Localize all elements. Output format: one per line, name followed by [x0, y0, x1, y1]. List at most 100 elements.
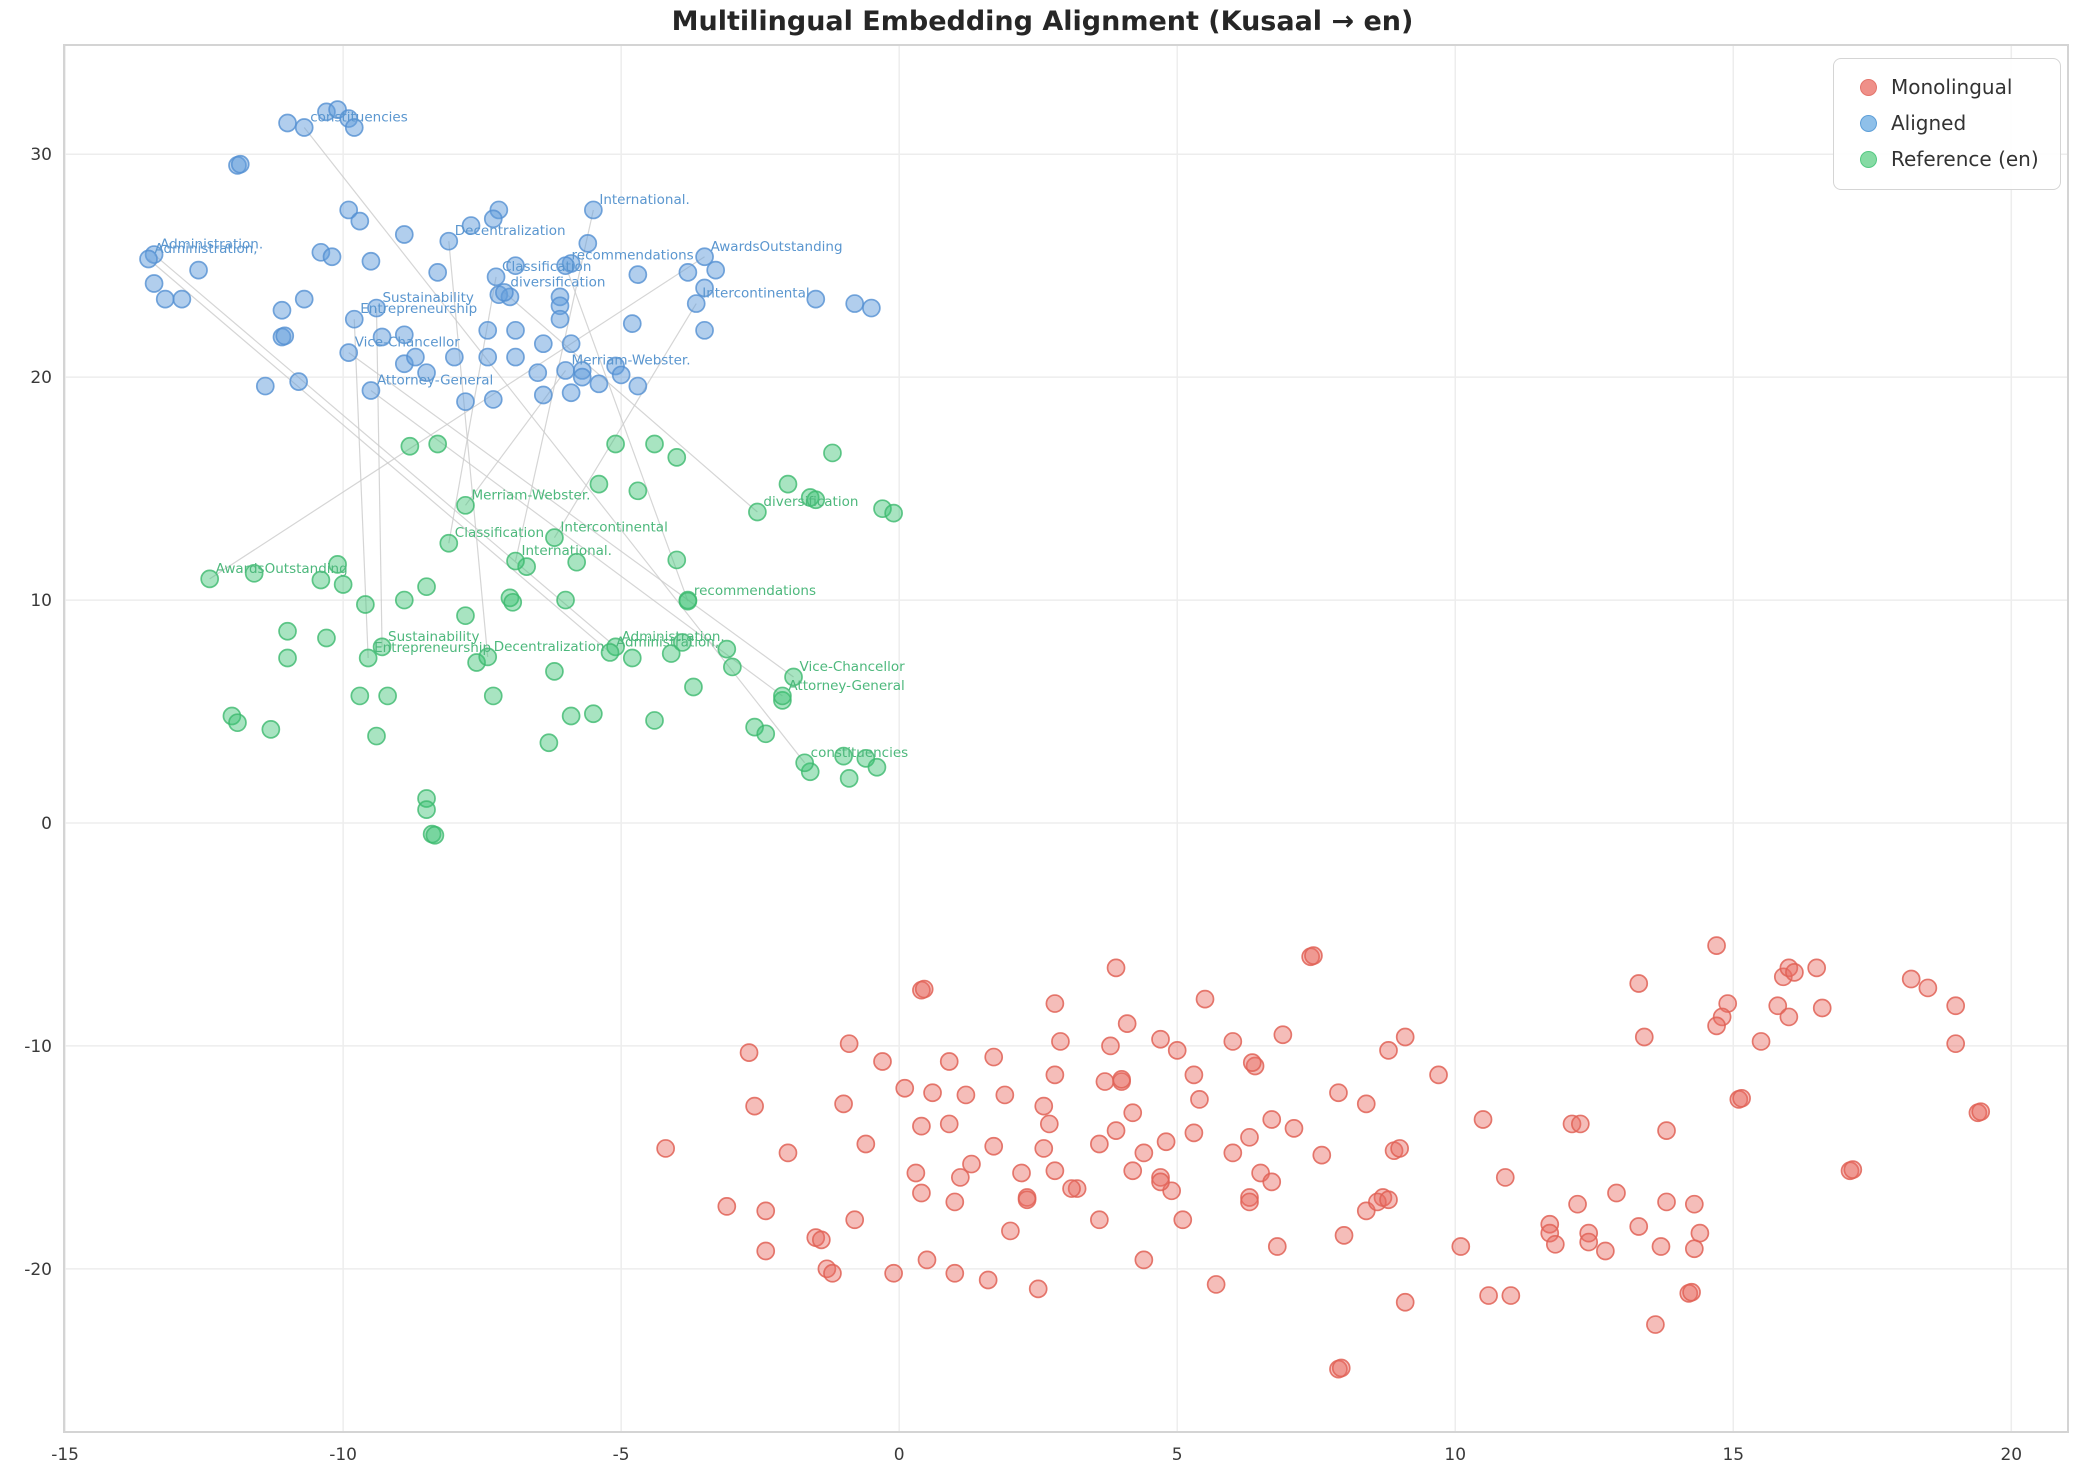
point-word-label: diversification — [510, 274, 605, 290]
monolingual-point — [1479, 1286, 1498, 1305]
monolingual-point — [917, 1250, 937, 1270]
reference-point — [800, 762, 820, 782]
monolingual-point — [1451, 1237, 1471, 1256]
aligned-point — [589, 374, 609, 394]
point-word-label: recommendations — [572, 248, 694, 264]
monolingual-point — [1812, 998, 1832, 1018]
monolingual-point — [1223, 1032, 1243, 1051]
reference-point — [503, 592, 523, 612]
aligned-point — [695, 278, 714, 298]
reference-point — [417, 577, 436, 597]
monolingual-point — [1843, 1160, 1863, 1179]
aligned-point — [483, 209, 503, 229]
reference-point — [456, 606, 475, 626]
point-word-label: Administration. — [622, 629, 725, 645]
reference-point — [367, 726, 386, 746]
point-word-label: Decentralization — [455, 223, 566, 239]
monolingual-point — [745, 1096, 764, 1116]
monolingual-point — [1334, 1226, 1354, 1245]
point-word-label: Intercontinental — [702, 286, 809, 302]
monolingual-point — [1379, 1041, 1398, 1060]
reference-point — [456, 495, 475, 515]
monolingual-point — [1123, 1161, 1143, 1181]
reference-point — [244, 563, 264, 583]
point-word-label: Administration, — [616, 634, 719, 650]
monolingual-point — [1262, 1172, 1282, 1192]
reference-point — [684, 677, 703, 697]
point-word-label: Classification — [502, 259, 591, 275]
alignment-line — [153, 254, 616, 648]
aligned-point — [278, 113, 297, 133]
aligned-point — [367, 298, 386, 318]
reference-point — [867, 757, 887, 777]
aligned-point — [394, 225, 414, 244]
reference-point — [773, 691, 792, 710]
alignment-line — [448, 241, 489, 657]
monolingual-point — [1039, 1114, 1059, 1134]
monolingual-point — [1918, 978, 1938, 998]
legend-item-aligned: Aligned — [1848, 105, 2046, 141]
reference-point — [622, 648, 642, 668]
monolingual-point — [1707, 1016, 1726, 1036]
aligned-point — [622, 314, 642, 333]
aligned-point — [478, 320, 498, 340]
reference-point — [311, 570, 331, 590]
point-word-label: Sustainability — [388, 629, 479, 645]
x-tick-label: 20 — [2000, 1445, 2022, 1465]
reference-point — [784, 667, 803, 687]
aligned-point — [695, 320, 714, 340]
aligned-point — [428, 263, 448, 282]
monolingual-point — [1751, 1032, 1771, 1051]
aligned-point — [483, 390, 503, 409]
reference-point — [350, 686, 370, 706]
monolingual-point — [1707, 936, 1726, 955]
point-word-label: Merriam-Webster. — [572, 352, 691, 368]
point-word-label: recommendations — [694, 583, 816, 599]
monolingual-point — [1785, 962, 1804, 982]
reference-point — [628, 481, 648, 501]
aligned-point — [172, 289, 192, 309]
reference-point — [425, 825, 445, 845]
monolingual-point — [1646, 1315, 1665, 1334]
aligned-point — [578, 234, 598, 253]
aligned-point — [533, 385, 553, 405]
x-tick-label: 15 — [1722, 1445, 1744, 1465]
monolingual-point — [1946, 1034, 1966, 1054]
monolingual-point — [1262, 1110, 1282, 1129]
aligned-point — [695, 247, 714, 267]
monolingual-point — [1607, 1183, 1626, 1203]
reference-point — [228, 713, 247, 733]
monolingual-point — [1807, 958, 1827, 978]
x-tick-label: 10 — [1444, 1445, 1466, 1465]
monolingual-point — [984, 1047, 1004, 1067]
monolingual-point — [1329, 1083, 1348, 1103]
monolingual-point — [1273, 1025, 1293, 1045]
point-word-label: International. — [599, 192, 689, 208]
monolingual-point — [939, 1114, 959, 1134]
aligned-point — [628, 265, 648, 284]
aligned-point — [561, 383, 581, 403]
aligned-point — [528, 363, 548, 383]
aligned-point — [862, 298, 881, 318]
monolingual-point — [1629, 974, 1649, 993]
monolingual-point — [1690, 1223, 1710, 1243]
monolingual-point — [1240, 1192, 1259, 1212]
monolingual-point — [1117, 1014, 1137, 1033]
aligned-point — [706, 260, 726, 280]
monolingual-point — [956, 1085, 976, 1105]
monolingual-point — [912, 1183, 931, 1203]
aligned-point — [344, 118, 364, 137]
aligned-point — [144, 274, 164, 293]
monolingual-point — [1095, 1072, 1115, 1091]
monolingual-point — [1062, 1179, 1081, 1198]
monolingual-point — [1151, 1172, 1170, 1192]
aligned-point — [322, 247, 342, 267]
monolingual-point — [1540, 1223, 1560, 1243]
reference-marker-icon — [1860, 150, 1877, 168]
monolingual-point — [1001, 1221, 1020, 1241]
reference-point — [417, 800, 436, 819]
point-word-label: AwardsOutstanding — [711, 239, 843, 255]
legend-item-monolingual: Monolingual — [1848, 69, 2046, 105]
